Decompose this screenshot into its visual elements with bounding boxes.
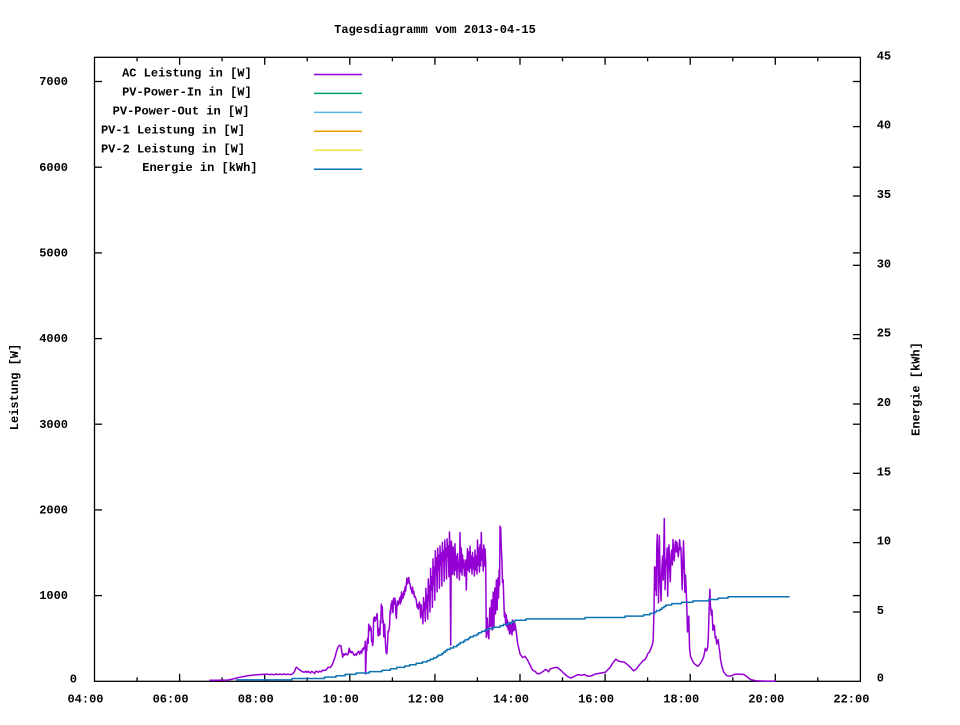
svg-text:0: 0 [70, 673, 77, 687]
svg-text:20:00: 20:00 [748, 693, 784, 707]
svg-text:15: 15 [877, 465, 891, 479]
svg-text:10:00: 10:00 [323, 693, 359, 707]
svg-text:04:00: 04:00 [67, 693, 103, 707]
svg-text:18:00: 18:00 [663, 693, 699, 707]
svg-text:0: 0 [877, 672, 884, 686]
svg-text:25: 25 [877, 327, 891, 341]
svg-text:Leistung [W]: Leistung [W] [8, 344, 22, 430]
svg-text:Energie [kWh]: Energie [kWh] [910, 342, 924, 436]
svg-text:2000: 2000 [39, 504, 68, 518]
svg-text:12:00: 12:00 [408, 693, 444, 707]
svg-text:3000: 3000 [39, 418, 68, 432]
svg-text:40: 40 [877, 119, 891, 133]
svg-text:5: 5 [877, 604, 884, 618]
svg-text:10: 10 [877, 535, 891, 549]
svg-text:20: 20 [877, 396, 891, 410]
svg-text:4000: 4000 [39, 332, 68, 346]
svg-text:PV-2 Leistung in [W]: PV-2 Leistung in [W] [101, 142, 245, 156]
svg-text:16:00: 16:00 [578, 693, 614, 707]
svg-text:Energie in [kWh]: Energie in [kWh] [142, 161, 257, 175]
svg-text:08:00: 08:00 [238, 693, 274, 707]
svg-text:1000: 1000 [39, 589, 68, 603]
svg-text:30: 30 [877, 257, 891, 271]
svg-text:PV-1 Leistung in [W]: PV-1 Leistung in [W] [101, 123, 245, 137]
svg-text:06:00: 06:00 [153, 693, 189, 707]
svg-text:PV-Power-In in [W]: PV-Power-In in [W] [122, 86, 252, 100]
svg-text:14:00: 14:00 [493, 693, 529, 707]
svg-text:35: 35 [877, 188, 891, 202]
svg-text:7000: 7000 [39, 75, 68, 89]
svg-text:45: 45 [877, 49, 891, 63]
svg-text:5000: 5000 [39, 247, 68, 261]
svg-text:AC Leistung in [W]: AC Leistung in [W] [122, 67, 252, 81]
svg-text:22:00: 22:00 [833, 693, 869, 707]
svg-text:6000: 6000 [39, 161, 68, 175]
svg-text:Tagesdiagramm vom 2013-04-15: Tagesdiagramm vom 2013-04-15 [334, 23, 536, 37]
svg-text:PV-Power-Out in [W]: PV-Power-Out in [W] [113, 105, 250, 119]
